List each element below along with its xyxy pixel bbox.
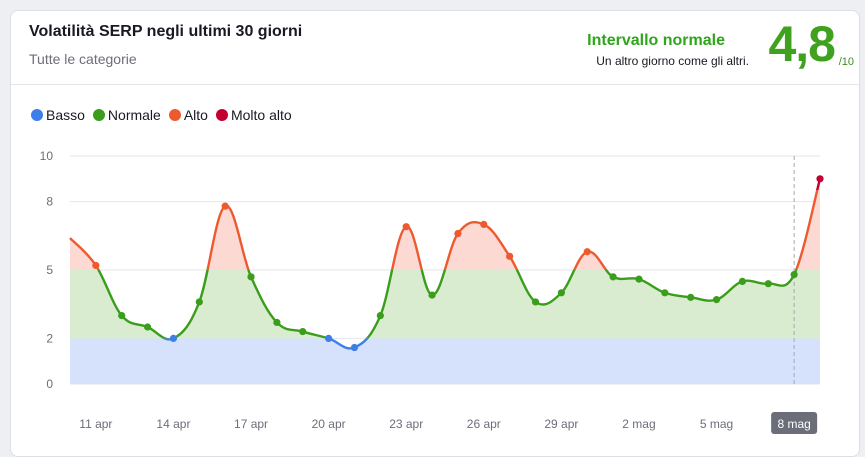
data-point (687, 293, 695, 301)
data-point (738, 277, 747, 285)
x-tick-label: 17 apr (234, 417, 268, 431)
active-date-badge (771, 412, 818, 434)
data-point (480, 220, 488, 228)
data-point (92, 261, 100, 270)
x-tick-label: 23 apr (389, 417, 423, 431)
data-point (273, 318, 281, 327)
data-point (195, 298, 203, 306)
y-tick-label: 5 (46, 263, 53, 277)
volatility-score: 4,8 (768, 16, 836, 72)
data-point (325, 334, 333, 342)
band-area-normale (70, 270, 820, 339)
data-point (143, 323, 152, 331)
data-point (635, 275, 643, 283)
data-point (583, 248, 591, 256)
x-tick-label: 20 apr (312, 417, 346, 431)
legend-item[interactable]: Basso (31, 107, 85, 123)
card-header: Volatilità SERP negli ultimi 30 giorni T… (11, 11, 859, 85)
data-point (764, 280, 772, 288)
data-point (661, 289, 669, 297)
y-tick-label: 0 (46, 377, 53, 391)
data-point (816, 175, 824, 183)
legend-dot-icon (92, 109, 105, 121)
legend-item[interactable]: Molto alto (215, 107, 292, 123)
legend-dot-icon (215, 109, 228, 121)
x-tick-label: 29 apr (544, 417, 578, 431)
x-tick-label: 14 apr (156, 417, 190, 431)
score-max: /10 (838, 56, 854, 68)
data-point (299, 327, 307, 336)
x-tick-label: 5 mag (700, 417, 733, 431)
x-tick-label: 26 apr (467, 417, 501, 431)
y-tick-label: 8 (46, 195, 53, 209)
legend-dot-icon (31, 109, 43, 121)
x-tick-label: 11 apr (79, 417, 112, 431)
x-tick-label-active: 8 mag (777, 417, 810, 431)
range-description: Un altro giorno come gli altri. (596, 54, 749, 68)
legend-dot-icon (168, 109, 181, 121)
legend-label: Molto alto (230, 107, 292, 123)
y-tick-label: 10 (40, 149, 54, 163)
data-point (350, 343, 359, 352)
x-tick-label: 2 mag (622, 417, 655, 431)
band-area-alto (70, 178, 820, 270)
legend-label: Normale (107, 107, 161, 123)
data-point (712, 296, 721, 304)
range-label: Intervallo normale (587, 32, 725, 49)
legend-item[interactable]: Normale (92, 107, 161, 123)
band-area-basso (70, 338, 820, 384)
data-point (531, 298, 540, 306)
data-point (402, 223, 410, 231)
y-tick-label: 2 (46, 331, 53, 345)
legend-item[interactable]: Alto (168, 107, 208, 123)
data-point (247, 273, 255, 281)
data-point (790, 270, 798, 279)
data-point (609, 273, 617, 281)
data-point (454, 229, 462, 238)
volatility-chart[interactable]: 0 2 5 8 10 11 apr 14 apr 17 apr 20 apr 23 apr 26 a… (11, 11, 860, 457)
chart-legend: Basso Normale Alto Molto alto (31, 107, 292, 123)
data-point (169, 334, 178, 342)
volatility-card: Volatilità SERP negli ultimi 30 giorni T… (10, 10, 860, 457)
card-title: Volatilità SERP negli ultimi 30 giorni (29, 23, 303, 40)
category-selector[interactable]: Tutte le categorie (29, 51, 137, 67)
data-point (506, 252, 514, 260)
legend-label: Basso (46, 107, 85, 123)
legend-label: Alto (183, 107, 208, 123)
data-point (376, 312, 384, 320)
data-point (428, 291, 436, 299)
data-point (221, 202, 229, 210)
data-point (557, 289, 565, 297)
data-point (118, 312, 126, 320)
